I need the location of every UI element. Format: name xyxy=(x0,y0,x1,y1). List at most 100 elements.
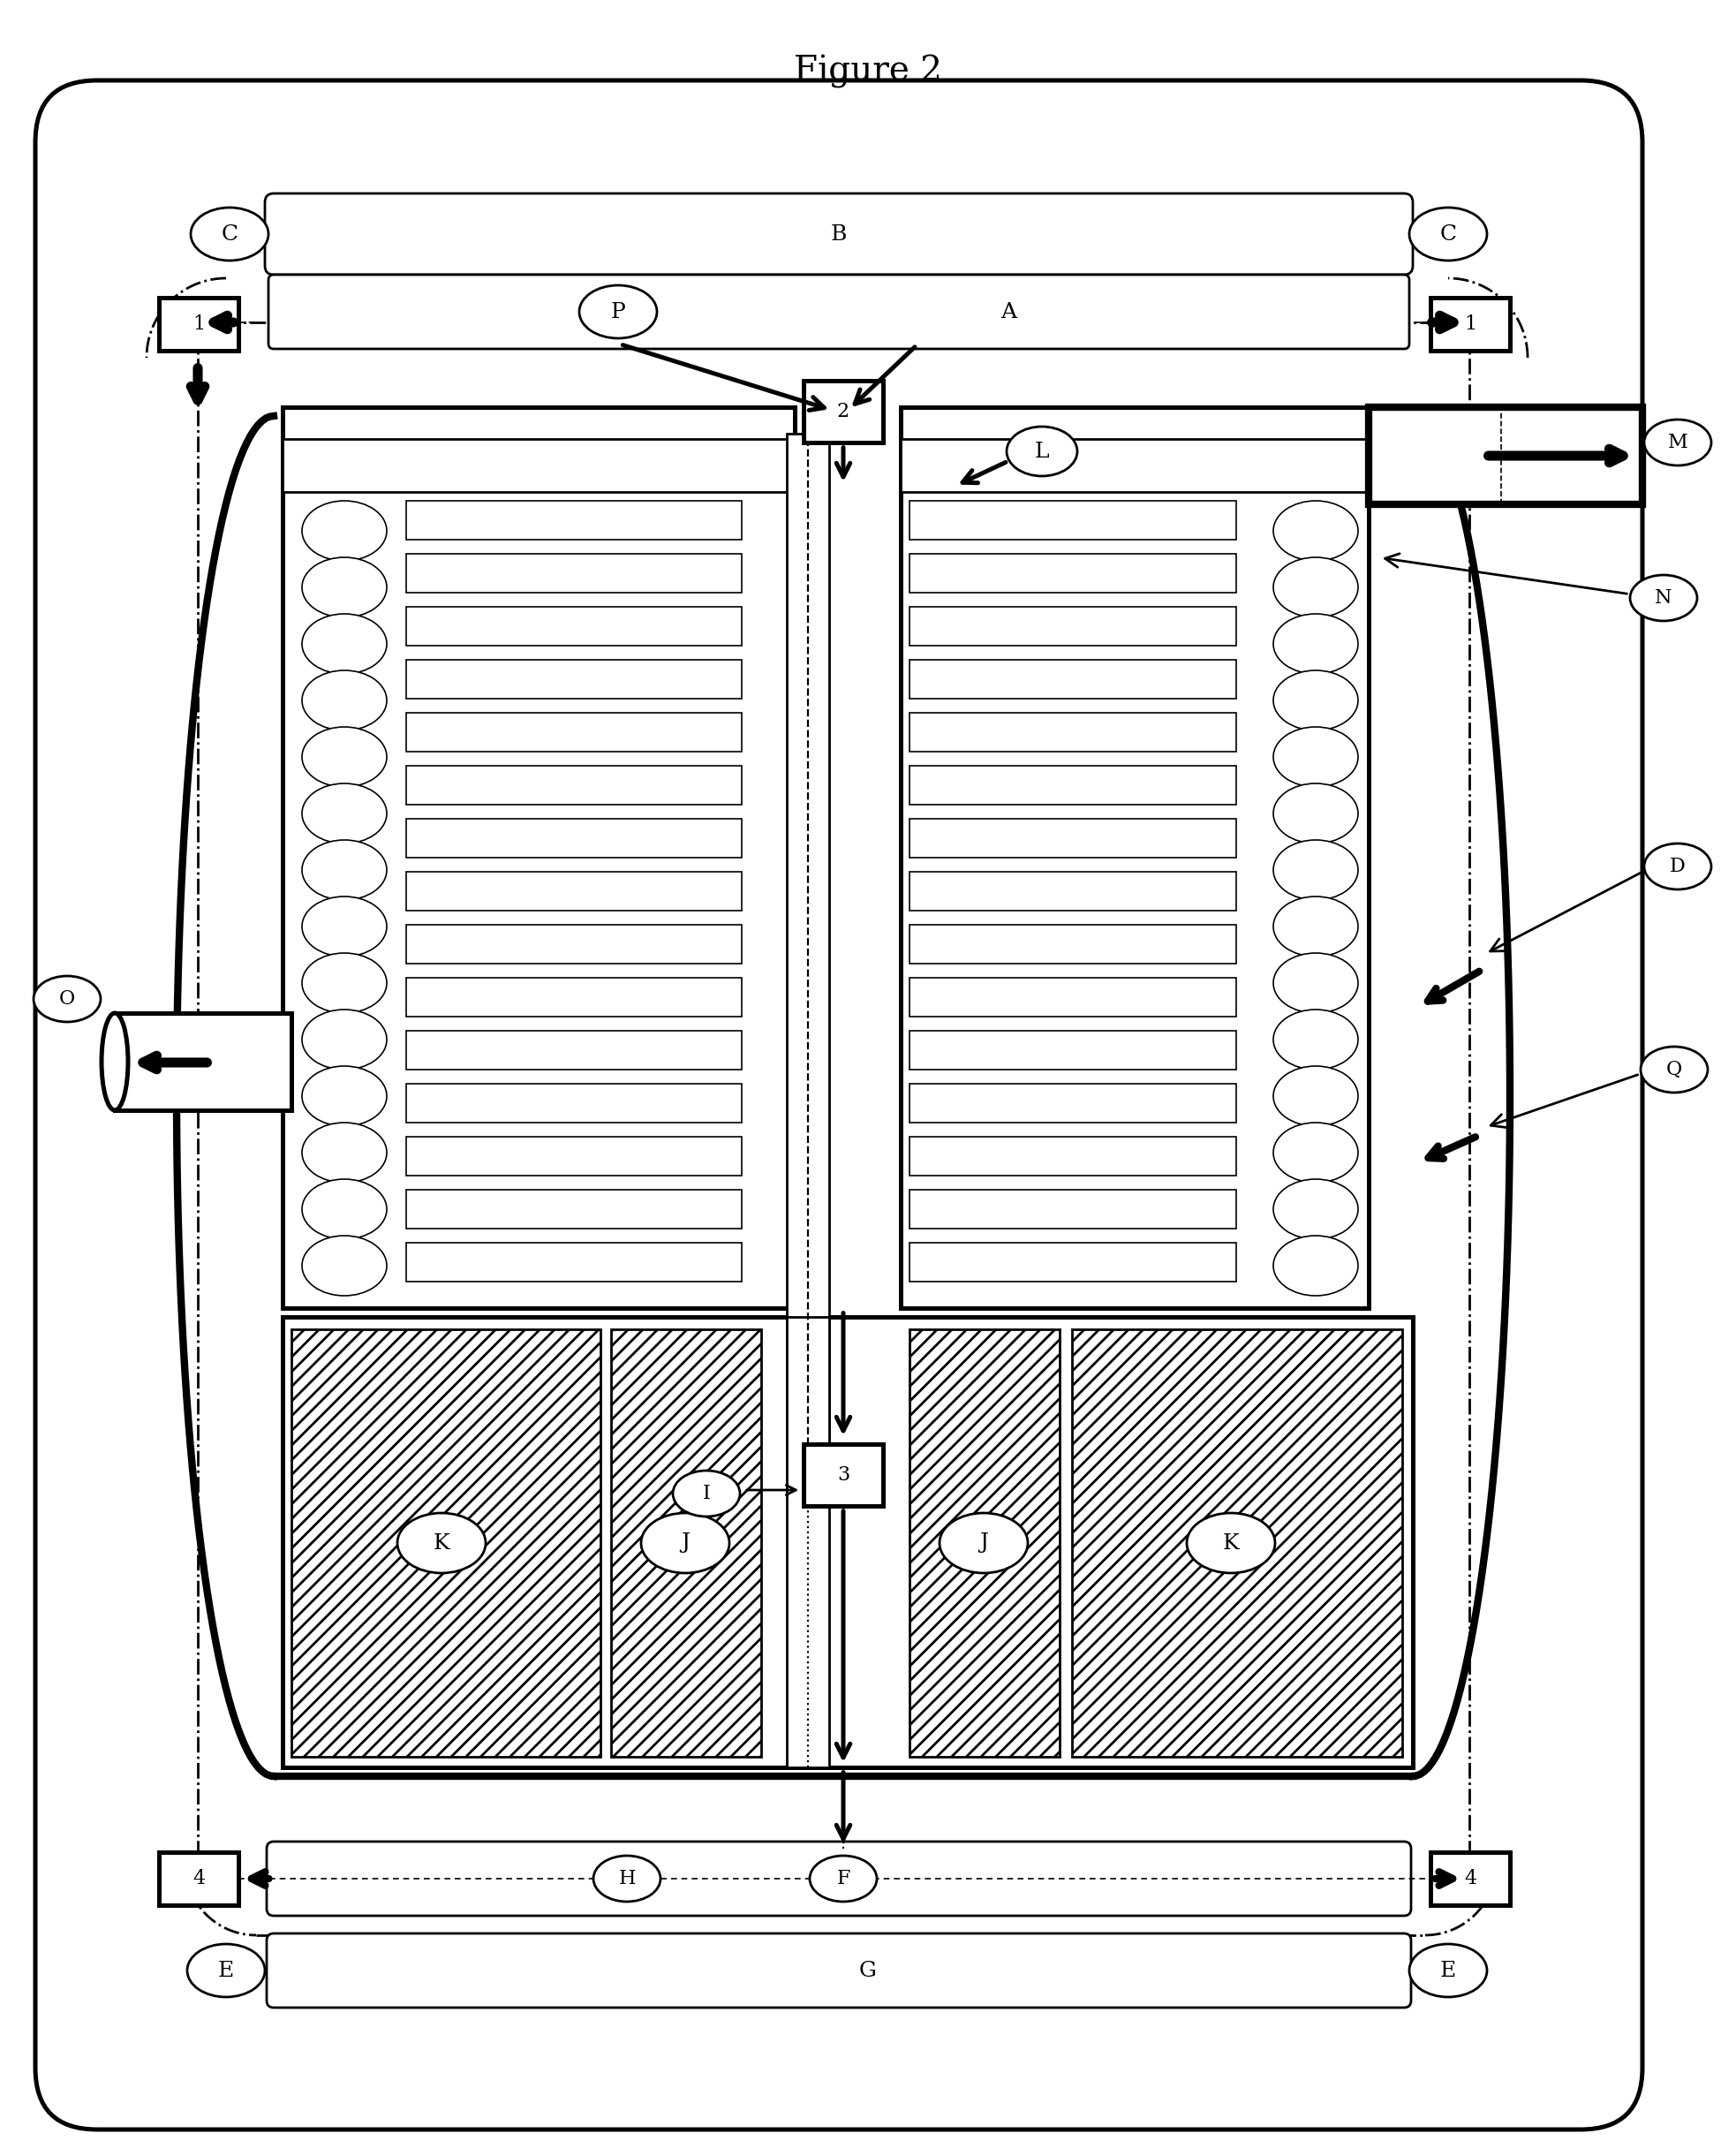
Ellipse shape xyxy=(1272,783,1358,843)
Ellipse shape xyxy=(302,558,387,617)
Bar xyxy=(1071,1330,1403,1757)
Bar xyxy=(406,925,741,964)
Ellipse shape xyxy=(1644,843,1712,890)
Bar xyxy=(1368,407,1642,505)
Bar xyxy=(910,819,1236,858)
Bar xyxy=(910,925,1236,964)
Bar xyxy=(910,714,1236,752)
Ellipse shape xyxy=(1630,576,1698,621)
Text: F: F xyxy=(837,1869,851,1889)
Text: C: C xyxy=(220,224,238,244)
Bar xyxy=(910,500,1236,539)
Bar xyxy=(910,606,1236,645)
Bar xyxy=(786,433,830,1477)
Bar xyxy=(160,1852,238,1906)
Text: P: P xyxy=(611,302,625,321)
Ellipse shape xyxy=(302,500,387,561)
Ellipse shape xyxy=(1272,671,1358,731)
Text: G: G xyxy=(859,1960,877,1981)
Bar xyxy=(910,1136,1236,1175)
Bar xyxy=(406,819,741,858)
Text: J: J xyxy=(681,1533,689,1552)
Text: Q: Q xyxy=(1667,1061,1682,1080)
Ellipse shape xyxy=(302,671,387,731)
Ellipse shape xyxy=(1410,207,1488,261)
Text: M: M xyxy=(1668,433,1687,453)
FancyBboxPatch shape xyxy=(266,194,1413,274)
Text: L: L xyxy=(1035,442,1049,461)
Bar xyxy=(910,554,1236,593)
Bar xyxy=(804,382,884,442)
Ellipse shape xyxy=(1410,1945,1488,1996)
FancyBboxPatch shape xyxy=(267,1841,1411,1917)
Text: 1: 1 xyxy=(193,315,205,334)
Ellipse shape xyxy=(1272,727,1358,787)
Bar xyxy=(160,298,238,351)
Bar xyxy=(406,1242,741,1281)
Text: K: K xyxy=(434,1533,450,1552)
Text: E: E xyxy=(219,1960,234,1981)
Ellipse shape xyxy=(1272,897,1358,957)
Text: Figure 2: Figure 2 xyxy=(793,54,943,88)
Ellipse shape xyxy=(302,614,387,675)
Bar xyxy=(1430,298,1510,351)
Text: K: K xyxy=(1222,1533,1240,1552)
Bar xyxy=(910,765,1236,804)
Text: A: A xyxy=(1000,302,1016,321)
Bar xyxy=(1430,1852,1510,1906)
Ellipse shape xyxy=(809,1856,877,1902)
Bar xyxy=(910,1330,1059,1757)
Ellipse shape xyxy=(1187,1514,1274,1574)
Text: E: E xyxy=(1441,1960,1457,1981)
Text: 2: 2 xyxy=(837,401,849,420)
Ellipse shape xyxy=(302,1179,387,1240)
Bar xyxy=(910,979,1236,1018)
Ellipse shape xyxy=(302,727,387,787)
Ellipse shape xyxy=(187,1945,266,1996)
FancyBboxPatch shape xyxy=(35,80,1642,2130)
Ellipse shape xyxy=(1272,558,1358,617)
Bar xyxy=(901,407,1368,1309)
Ellipse shape xyxy=(302,1009,387,1069)
FancyBboxPatch shape xyxy=(267,1934,1411,2007)
Bar xyxy=(910,660,1236,699)
Text: B: B xyxy=(832,224,847,244)
Ellipse shape xyxy=(302,953,387,1013)
Ellipse shape xyxy=(302,1235,387,1296)
Bar xyxy=(611,1330,760,1757)
Ellipse shape xyxy=(1272,1009,1358,1069)
Ellipse shape xyxy=(302,1065,387,1125)
Bar xyxy=(910,871,1236,910)
Bar xyxy=(406,554,741,593)
Ellipse shape xyxy=(580,285,656,338)
Ellipse shape xyxy=(1272,953,1358,1013)
Bar xyxy=(406,979,741,1018)
Bar xyxy=(406,1190,741,1229)
Bar xyxy=(292,1330,601,1757)
Ellipse shape xyxy=(594,1856,660,1902)
Bar xyxy=(406,606,741,645)
Ellipse shape xyxy=(1272,1179,1358,1240)
Ellipse shape xyxy=(1272,500,1358,561)
Bar xyxy=(406,871,741,910)
Bar xyxy=(406,660,741,699)
Ellipse shape xyxy=(674,1470,740,1516)
Ellipse shape xyxy=(302,841,387,899)
Bar xyxy=(786,1317,830,1768)
Bar xyxy=(283,440,795,492)
Ellipse shape xyxy=(1007,427,1078,476)
Bar xyxy=(910,1084,1236,1123)
Bar xyxy=(406,1136,741,1175)
Bar xyxy=(910,1031,1236,1069)
Bar xyxy=(283,1317,1413,1768)
Text: 4: 4 xyxy=(193,1869,205,1889)
Bar xyxy=(406,714,741,752)
Bar xyxy=(910,1190,1236,1229)
Bar xyxy=(406,1084,741,1123)
Bar xyxy=(406,765,741,804)
Ellipse shape xyxy=(1272,614,1358,675)
FancyBboxPatch shape xyxy=(269,274,1410,349)
Ellipse shape xyxy=(939,1514,1028,1574)
Ellipse shape xyxy=(101,1013,128,1110)
Ellipse shape xyxy=(1272,1065,1358,1125)
